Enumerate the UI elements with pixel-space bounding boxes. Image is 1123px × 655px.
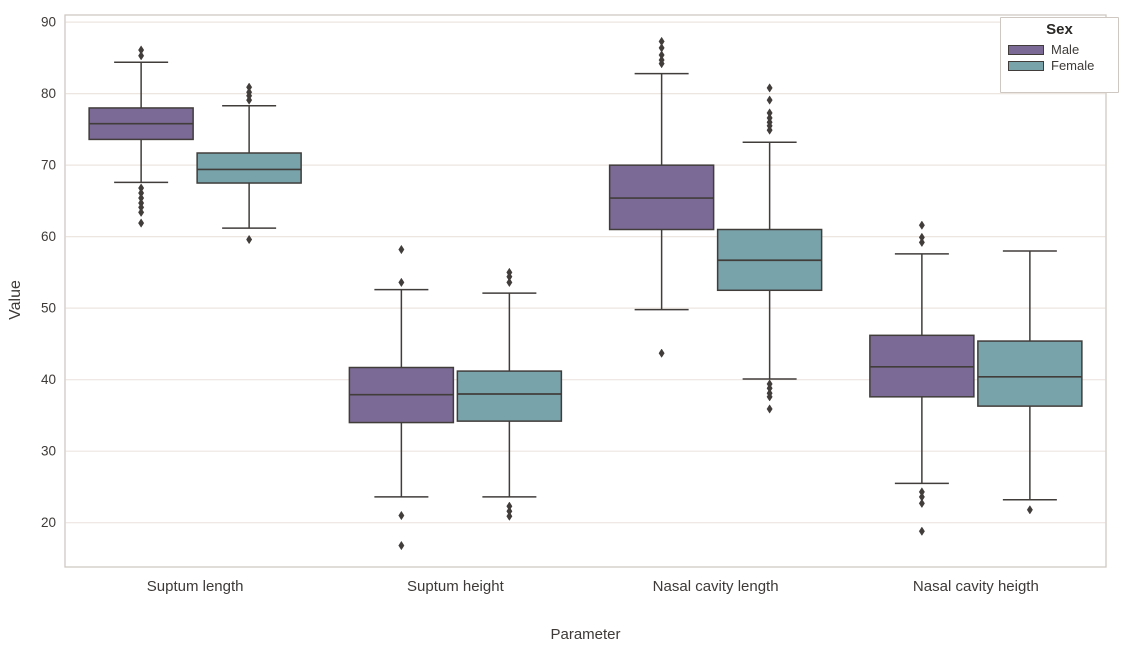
y-tick-label: 40 <box>41 372 56 387</box>
box-female-2-outlier <box>766 95 773 105</box>
box-male-2-outlier <box>658 348 665 358</box>
legend-entry-male: Male <box>1001 42 1118 58</box>
box-female-2-outlier <box>766 125 773 135</box>
legend-label-female: Female <box>1051 58 1095 73</box>
box-female-3 <box>977 340 1083 407</box>
legend-label-male: Male <box>1051 42 1080 57</box>
y-tick-label: 60 <box>41 229 56 244</box>
legend: Sex Male Female <box>1000 17 1119 93</box>
box-female-1-outlier <box>506 511 513 521</box>
box-male-1-outlier <box>398 540 405 551</box>
y-tick-label: 20 <box>41 515 56 530</box>
y-tick-label: 50 <box>41 301 56 316</box>
box-female-2-outlier <box>766 404 773 414</box>
box-female-0-outlier <box>246 234 253 245</box>
box-male-3-outlier <box>918 220 925 230</box>
y-tick-label: 70 <box>41 158 56 173</box>
box-male-3-outlier <box>918 498 925 509</box>
box-male-1-outlier <box>398 244 405 255</box>
y-tick-label: 80 <box>41 86 56 101</box>
box-male-1-outlier <box>398 510 405 521</box>
box-female-1-outlier <box>506 277 513 288</box>
category-label: Nasal cavity heigth <box>913 578 1039 595</box>
y-tick-label: 90 <box>41 15 56 30</box>
category-label: Suptum length <box>147 578 244 595</box>
box-male-0-outlier <box>138 218 145 228</box>
box-male-2-outlier <box>658 58 665 69</box>
legend-entry-female: Female <box>1001 58 1118 74</box>
x-axis-title: Parameter <box>550 626 621 643</box>
box-female-1 <box>456 370 563 422</box>
category-label: Suptum height <box>407 578 505 595</box>
box-male-0-outlier <box>138 51 145 61</box>
box-female-0 <box>196 152 302 184</box>
y-tick-label: 30 <box>41 444 56 459</box>
box-female-2-outlier <box>766 392 773 402</box>
y-axis-title: Value <box>7 280 24 320</box>
box-female-3-outlier <box>1026 505 1033 515</box>
legend-title: Sex <box>1046 21 1073 38</box>
box-female-2-outlier <box>766 83 773 93</box>
box-female-0-outlier <box>246 95 253 105</box>
box-male-3-outlier <box>918 237 925 248</box>
female-color-swatch <box>1008 61 1044 71</box>
box-male-3-outlier <box>918 526 925 536</box>
male-color-swatch <box>1008 45 1044 55</box>
plot-area <box>64 14 1107 568</box>
box-male-1-outlier <box>398 277 405 288</box>
category-label: Nasal cavity length <box>653 578 779 595</box>
box-male-0-outlier <box>138 207 145 218</box>
